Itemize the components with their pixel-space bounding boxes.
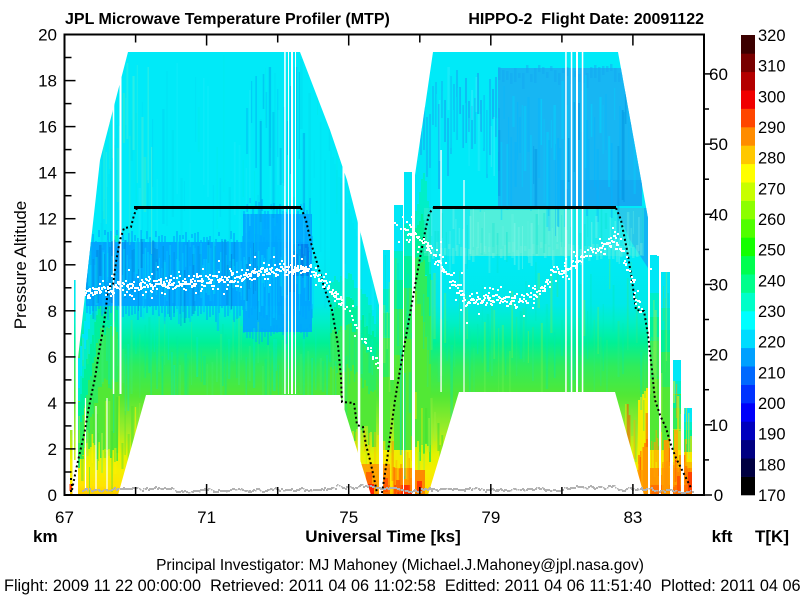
svg-text:310: 310 <box>758 58 786 76</box>
svg-text:40: 40 <box>709 205 728 224</box>
svg-text:Principal Investigator: MJ Mah: Principal Investigator: MJ Mahoney (Mich… <box>156 557 644 574</box>
svg-text:71: 71 <box>197 508 216 527</box>
svg-text:30: 30 <box>709 275 728 294</box>
svg-text:12: 12 <box>38 210 57 229</box>
svg-text:190: 190 <box>758 426 786 444</box>
svg-text:290: 290 <box>758 119 786 137</box>
svg-text:280: 280 <box>758 150 786 168</box>
svg-text:Universal Time [ks]: Universal Time [ks] <box>305 527 461 546</box>
svg-text:260: 260 <box>758 211 786 229</box>
svg-text:170: 170 <box>758 487 786 505</box>
svg-text:60: 60 <box>709 65 728 84</box>
svg-text:230: 230 <box>758 303 786 321</box>
svg-text:0: 0 <box>714 486 723 505</box>
svg-text:210: 210 <box>758 364 786 382</box>
svg-text:20: 20 <box>709 346 728 365</box>
svg-text:79: 79 <box>481 508 500 527</box>
svg-text:75: 75 <box>339 508 358 527</box>
svg-text:0: 0 <box>48 486 57 505</box>
svg-text:18: 18 <box>38 72 57 91</box>
svg-text:Pressure Altitude: Pressure Altitude <box>11 201 30 330</box>
svg-text:300: 300 <box>758 88 786 106</box>
svg-text:kft: kft <box>712 527 733 546</box>
svg-text:4: 4 <box>48 394 57 413</box>
svg-text:250: 250 <box>758 242 786 260</box>
svg-text:T[K]: T[K] <box>755 527 789 546</box>
svg-text:8: 8 <box>48 302 57 321</box>
svg-text:km: km <box>33 527 58 546</box>
svg-text:320: 320 <box>758 27 786 45</box>
svg-text:16: 16 <box>38 118 57 137</box>
svg-text:180: 180 <box>758 456 786 474</box>
svg-text:83: 83 <box>623 508 642 527</box>
svg-text:HIPPO-2 Flight Date: 20091122: HIPPO-2 Flight Date: 20091122 <box>468 11 704 28</box>
svg-text:20: 20 <box>38 26 57 45</box>
svg-text:240: 240 <box>758 272 786 290</box>
svg-text:67: 67 <box>55 508 74 527</box>
svg-text:2: 2 <box>48 440 57 459</box>
svg-text:10: 10 <box>709 416 728 435</box>
svg-text:Flight: 2009 11 22 00:00:00 R: Flight: 2009 11 22 00:00:00 Retrieved: 2… <box>4 577 800 595</box>
svg-text:270: 270 <box>758 180 786 198</box>
svg-text:50: 50 <box>709 135 728 154</box>
svg-text:200: 200 <box>758 395 786 413</box>
svg-text:220: 220 <box>758 334 786 352</box>
svg-text:6: 6 <box>48 348 57 367</box>
svg-text:10: 10 <box>38 256 57 275</box>
svg-text:14: 14 <box>38 164 57 183</box>
svg-text:JPL Microwave Temperature Prof: JPL Microwave Temperature Profiler (MTP) <box>65 11 390 28</box>
